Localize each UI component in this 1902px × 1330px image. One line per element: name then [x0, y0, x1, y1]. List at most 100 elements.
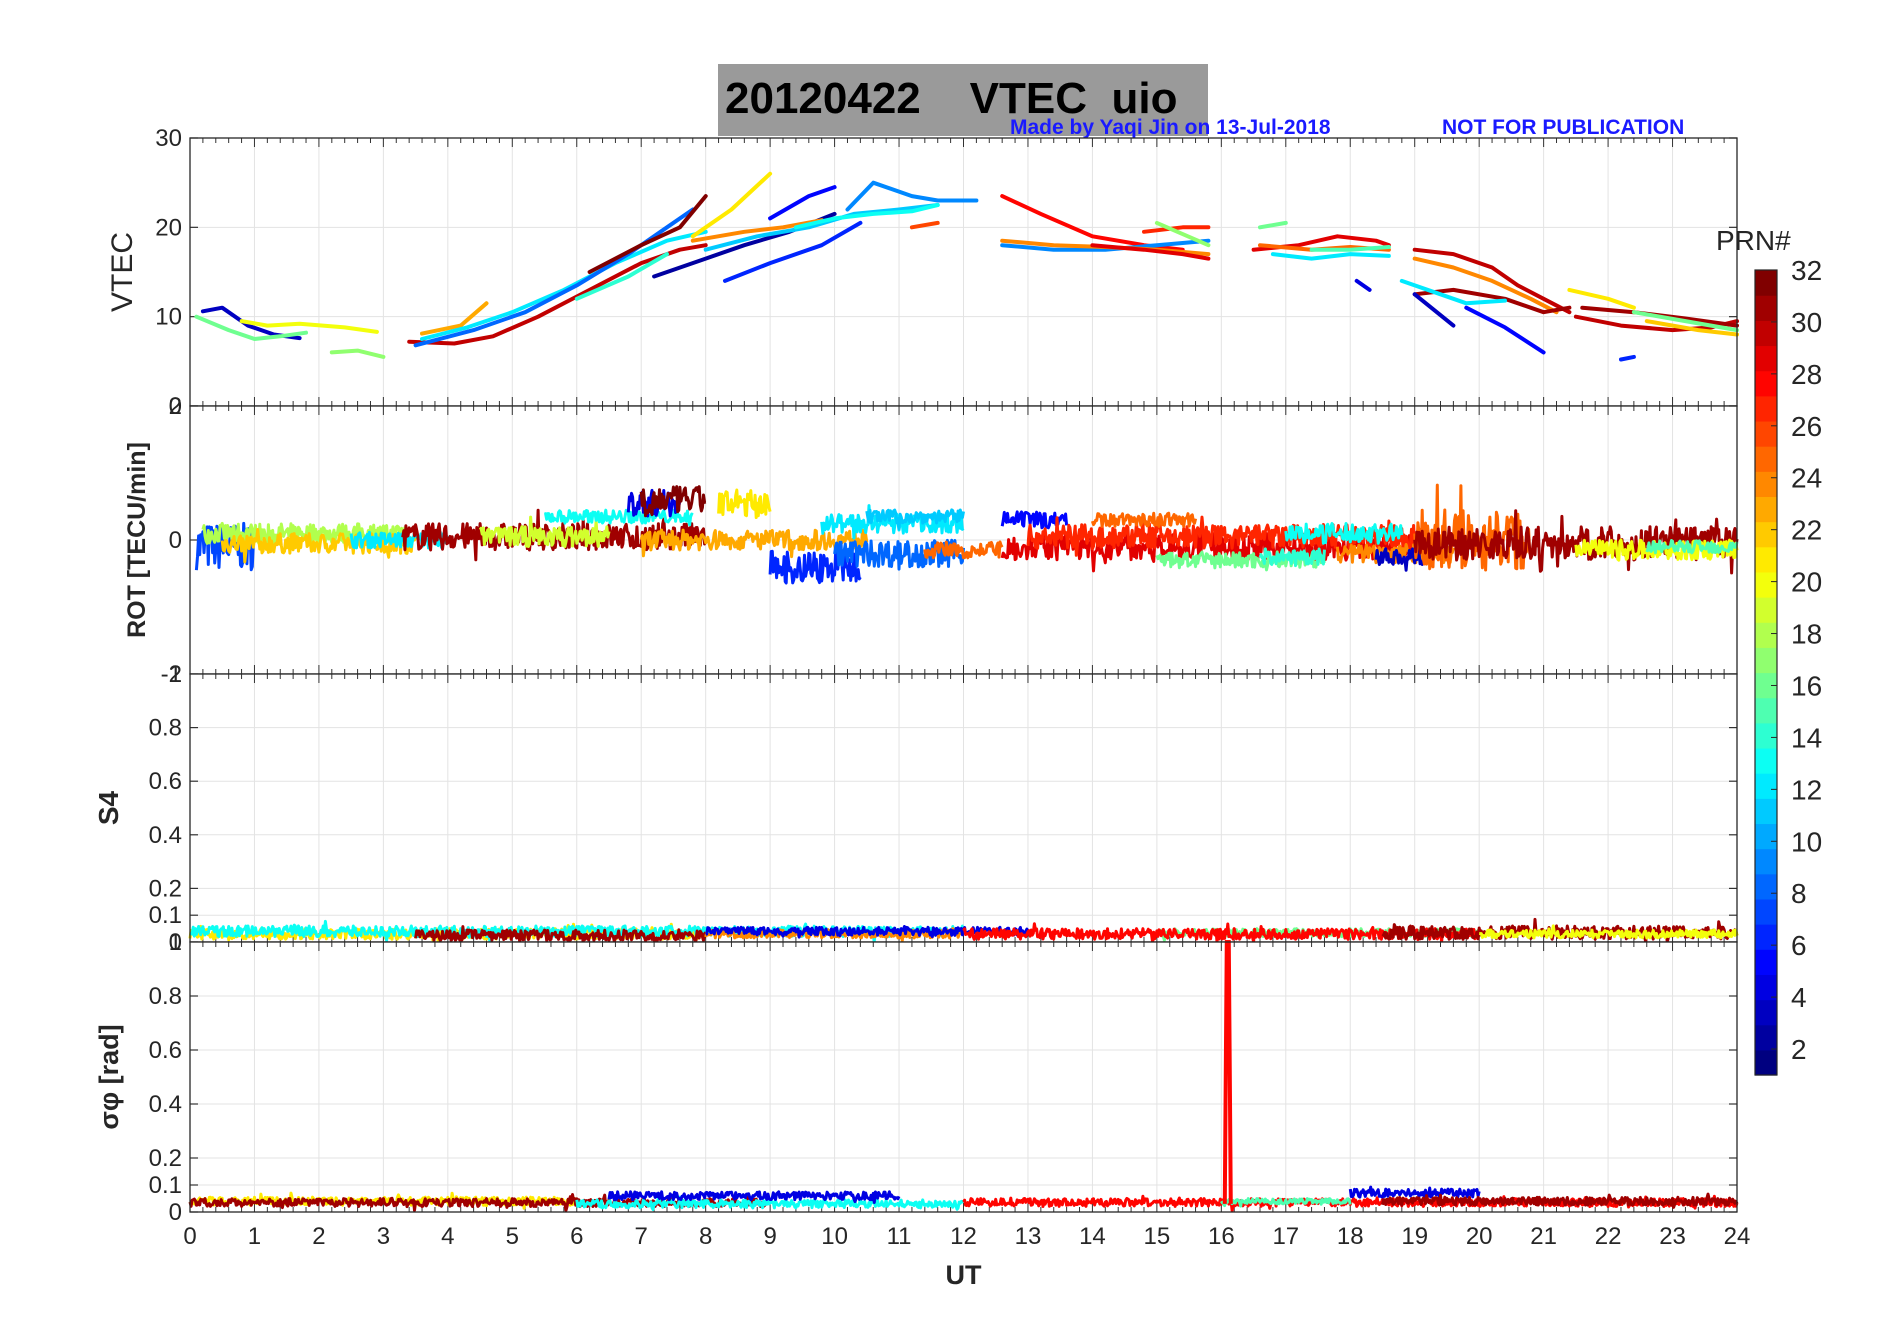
xtick-label: 16: [1208, 1223, 1235, 1250]
xlabel-ut: UT: [946, 1260, 982, 1290]
panel-s4-ytick-label: 0.4: [149, 822, 182, 849]
colorbar-cell: [1755, 395, 1777, 422]
colorbar-cell: [1755, 420, 1777, 447]
panel-rot-series-prn-14: [1258, 547, 1326, 568]
colorbar-tick-label: 12: [1791, 774, 1822, 805]
ylabel-rot: ROT [TECU/min]: [123, 442, 151, 638]
title-label: VTEC uio: [969, 74, 1178, 123]
vtec-series-prn-4: [1354, 278, 1372, 292]
colorbar-cell: [1755, 446, 1777, 472]
colorbar-cell: [1755, 320, 1777, 347]
colorbar-cell: [1755, 823, 1777, 850]
colorbar-cell: [1755, 747, 1777, 774]
colorbar-cell: [1755, 974, 1777, 1001]
panel-s4-ytick-extra-label: 1: [169, 929, 182, 956]
colorbar-cell: [1755, 597, 1777, 623]
title-box: [718, 64, 1208, 136]
vtec-series-prn-32: [587, 194, 708, 274]
panel-s4-series-prn-31: [1381, 917, 1739, 944]
xtick-label: 23: [1659, 1223, 1686, 1250]
colorbar-tick-label: 26: [1791, 411, 1822, 442]
vtec-series-prn-9: [845, 180, 979, 212]
xtick-label: 14: [1079, 1223, 1106, 1250]
panel-sigma-series-prn-31: [1381, 1192, 1739, 1209]
colorbar-cell: [1755, 471, 1777, 498]
xtick-label: 22: [1595, 1223, 1622, 1250]
credit-text: Made by Yaqi Jin on 13-Jul-2018: [1010, 116, 1331, 139]
colorbar-cell: [1755, 898, 1777, 925]
colorbar-tick-label: 24: [1791, 463, 1822, 494]
colorbar-cell: [1755, 697, 1777, 724]
panel-s4-series-prn-4: [705, 925, 1030, 939]
panel-rot-series-prn-13: [543, 508, 694, 527]
vtec-series-prn-6: [723, 220, 863, 283]
colorbar-cell: [1755, 496, 1777, 523]
notice-text: NOT FOR PUBLICATION: [1442, 116, 1685, 139]
colorbar-tick-label: 16: [1791, 670, 1822, 701]
xtick-label: 19: [1401, 1223, 1428, 1250]
colorbar-cell: [1755, 949, 1777, 975]
xtick-label: 0: [183, 1223, 196, 1250]
colorbar-cell: [1755, 924, 1777, 950]
colorbar-tick-label: 30: [1791, 307, 1822, 338]
panel-rot-series-prn-12: [820, 504, 965, 540]
panel-rot-series-prn-13: [1284, 522, 1404, 545]
panel-rot-ytick-label: 0: [169, 527, 182, 554]
panel-rot-series-prn-25: [1090, 511, 1198, 528]
vtec-series-prn-15: [1309, 245, 1391, 252]
colorbar-tick-label: 6: [1791, 930, 1807, 961]
panel-sigma-frame: [189, 941, 1738, 1213]
colorbar-tick-label: 10: [1791, 826, 1822, 857]
vtec-series-prn-9: [1000, 238, 1211, 252]
panel-rot-series-prn-19: [478, 515, 611, 549]
vtec-series-prn-21: [1567, 287, 1636, 310]
colorbar-tick-label: 18: [1791, 619, 1822, 650]
colorbar-tick-label: 20: [1791, 567, 1822, 598]
vtec-series-prn-16: [1258, 220, 1288, 230]
vtec-series-prn-17: [1154, 220, 1211, 248]
panel-vtec-ytick-label: 10: [155, 304, 182, 331]
xtick-label: 21: [1530, 1223, 1557, 1250]
xtick-label: 15: [1144, 1223, 1171, 1250]
panel-s4-series-prn-20: [1478, 924, 1739, 940]
panel-rot-series-prn-11: [865, 508, 965, 531]
vtec-series-prn-17: [329, 348, 386, 359]
colorbar-tick-label: 32: [1791, 255, 1822, 286]
panel-s4-ytick-label: 0.6: [149, 768, 182, 795]
vtec-series-prn-30: [407, 243, 708, 346]
panel-sigma-ytick-label: 0.1: [149, 1172, 182, 1199]
vtec-series-prn-12: [1270, 252, 1391, 261]
colorbar-cell: [1755, 1024, 1777, 1051]
colorbar-cell: [1755, 622, 1777, 648]
panel-sigma-ytick-label: 0.2: [149, 1145, 182, 1172]
vtec-series-prn-5: [1464, 305, 1546, 355]
vtec-series-prn-30: [1412, 247, 1572, 315]
colorbar-cell: [1755, 345, 1777, 372]
colorbar-cell: [1755, 295, 1777, 321]
colorbar-cell: [1755, 571, 1777, 598]
ylabel-s4: S4: [93, 790, 124, 825]
panel-s4-series-prn-31: [414, 925, 707, 944]
vtec-series-prn-21: [690, 171, 773, 239]
vtec-series-prn-16: [1631, 310, 1739, 333]
panel-rot-series-prn-6: [768, 548, 862, 585]
vtec-series-prn-16: [194, 314, 308, 341]
xtick-label: 7: [635, 1223, 648, 1250]
panel-s4-ytick-label: 0.8: [149, 715, 182, 742]
colorbar-cell: [1755, 873, 1777, 900]
colorbar-tick-label: 22: [1791, 515, 1822, 546]
vtec-series-prn-12: [1399, 278, 1507, 306]
colorbar-cell: [1755, 546, 1777, 573]
panel-sigma-ytick-label: 0.6: [149, 1037, 182, 1064]
panel-rot-series-prn-4: [626, 488, 682, 518]
colorbar-cell: [1755, 722, 1777, 749]
colorbar-cell: [1755, 270, 1777, 296]
panel-rot-ytick-extra-label: 1: [169, 661, 182, 688]
vtec-series-prn-22: [1644, 319, 1739, 337]
vtec-series-prn-26: [909, 220, 940, 230]
xtick-label: 11: [887, 1223, 912, 1250]
panel-rot-series-prn-15: [1645, 539, 1739, 555]
colorbar-tick-label: 8: [1791, 878, 1807, 909]
colorbar-cell: [1755, 647, 1777, 674]
